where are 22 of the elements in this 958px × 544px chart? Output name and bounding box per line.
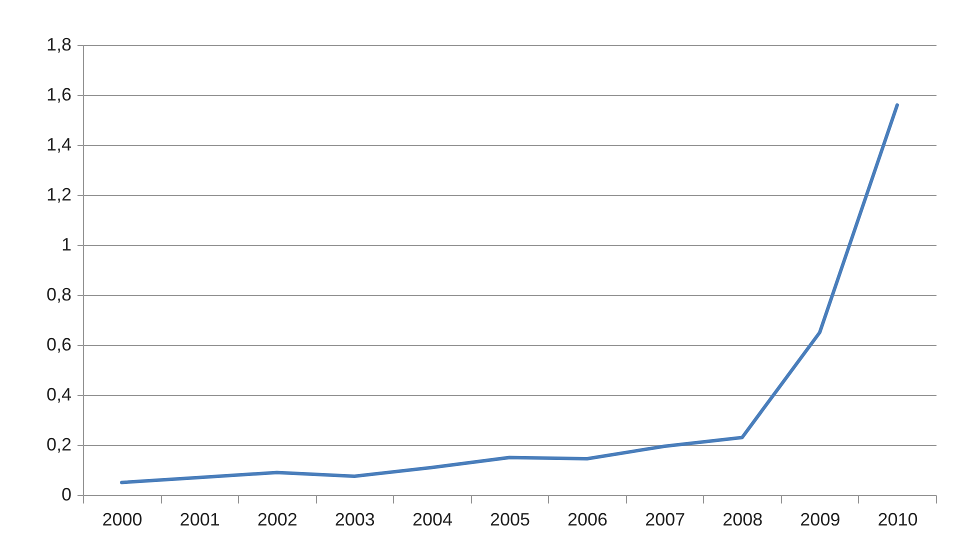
x-tick-label: 2010 <box>878 510 918 530</box>
x-tick-label: 2001 <box>180 510 220 530</box>
y-tick-label: 1,4 <box>46 134 72 154</box>
x-tick-label: 2005 <box>490 510 530 530</box>
x-tick-label: 2002 <box>257 510 298 530</box>
x-tick-label: 2006 <box>568 510 608 530</box>
x-tick-label: 2009 <box>800 510 840 530</box>
line-series <box>120 103 899 484</box>
x-tick-label: 2008 <box>722 510 763 530</box>
y-tick-label: 1,2 <box>46 184 72 204</box>
y-tick-label: 0,6 <box>46 334 72 354</box>
y-tick-label: 1 <box>61 234 72 254</box>
y-tick-label: 0,2 <box>46 434 72 454</box>
x-tick-label: 2007 <box>645 510 686 530</box>
x-tick-label: 2004 <box>412 510 452 530</box>
y-tick-label: 0,4 <box>46 384 72 404</box>
x-tick-label: 2000 <box>102 510 142 530</box>
y-tick-label: 1,8 <box>46 34 72 54</box>
y-tick-label: 0 <box>61 484 72 504</box>
y-tick-label: 1,6 <box>46 84 72 104</box>
y-tick-label: 0,8 <box>46 284 72 304</box>
x-tick-label: 2003 <box>334 510 375 530</box>
